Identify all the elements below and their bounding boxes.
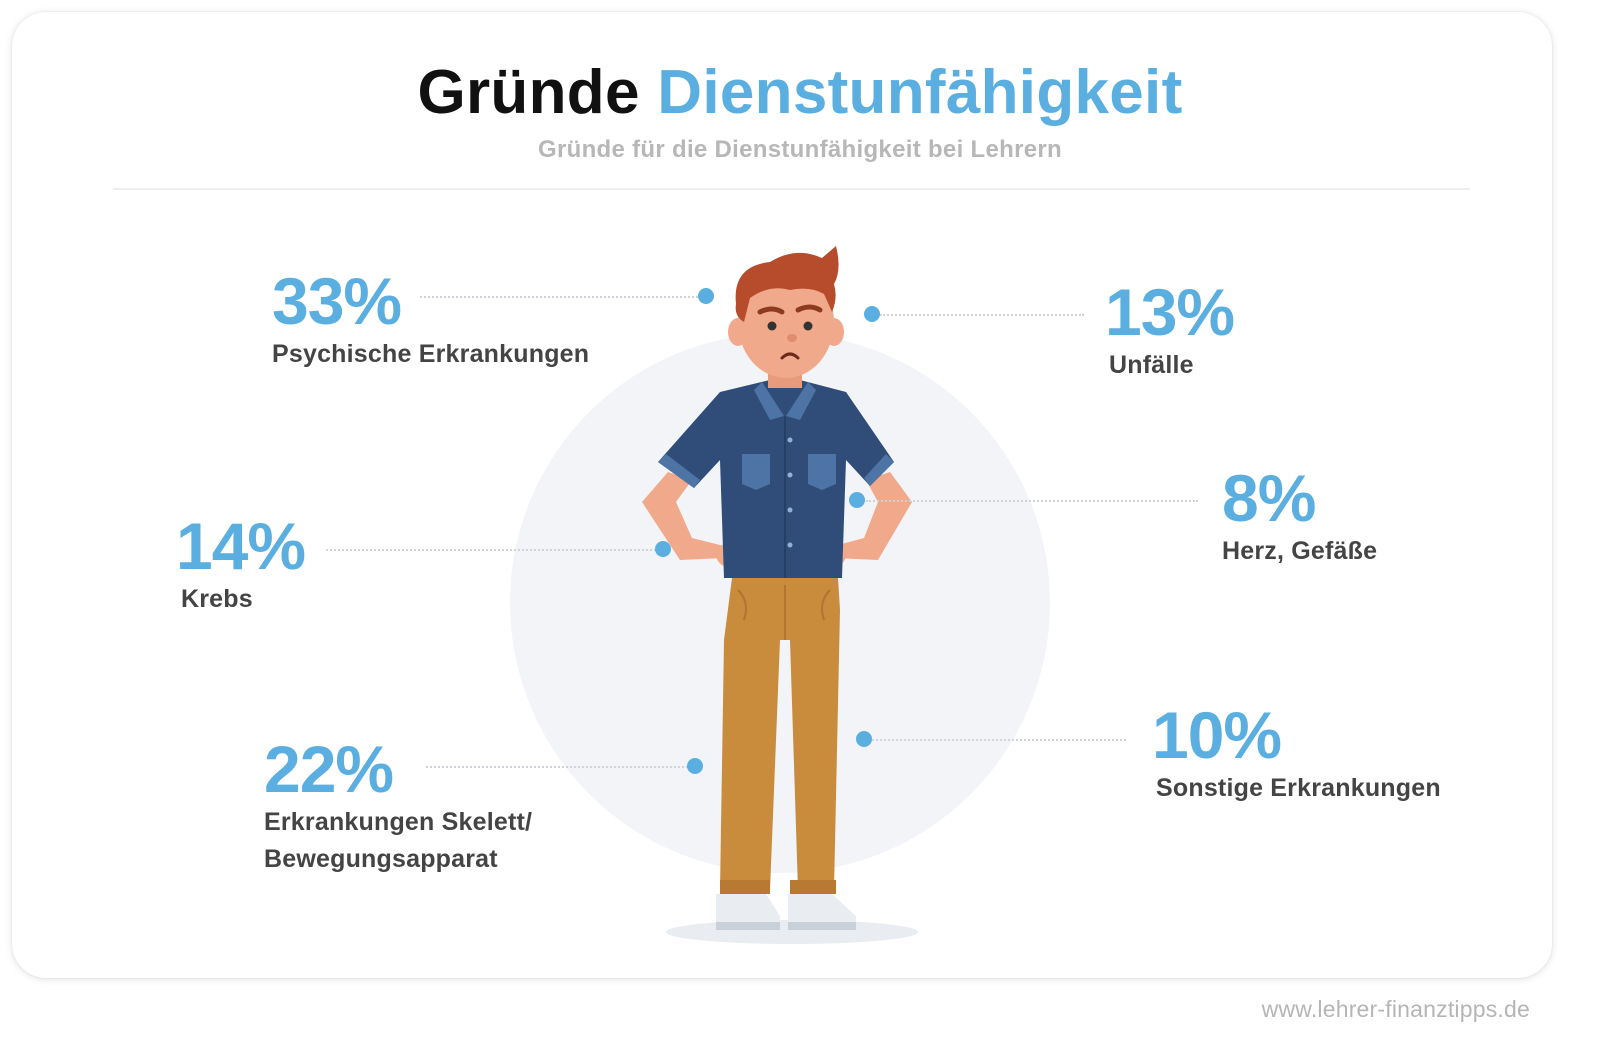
stat-label: Sonstige Erkrankungen xyxy=(1156,774,1441,802)
stat-label: Psychische Erkrankungen xyxy=(272,340,590,368)
leader-line-13 xyxy=(880,314,1084,316)
leader-line-22 xyxy=(426,766,688,768)
marker-dot-22 xyxy=(687,758,703,774)
marker-dot-13 xyxy=(864,306,880,322)
page-subtitle: Gründe für die Dienstunfähigkeit bei Leh… xyxy=(538,136,1062,163)
header-divider xyxy=(113,188,1470,190)
stat-label: Herz, Gefäße xyxy=(1222,537,1378,565)
marker-dot-8 xyxy=(849,492,865,508)
stat-value: 8% xyxy=(1222,461,1316,535)
stat-unfaelle: 13% Unfälle xyxy=(1105,275,1235,384)
leader-line-14 xyxy=(326,549,656,551)
leader-line-33 xyxy=(420,296,698,298)
stat-label: Unfälle xyxy=(1109,351,1194,379)
stat-value: 13% xyxy=(1105,275,1235,349)
stat-sonstige-erkrankungen: 10% Sonstige Erkrankungen xyxy=(1152,700,1441,807)
title-part-blue: Dienstunfähigkeit xyxy=(657,58,1183,127)
stat-value: 10% xyxy=(1152,698,1282,772)
stat-value: 14% xyxy=(176,509,306,583)
stat-value: 33% xyxy=(272,264,402,338)
leader-line-10 xyxy=(872,739,1126,741)
stat-skelett-bewegungsapparat: 22% Erkrankungen Skelett/ Bewegungsappar… xyxy=(264,734,574,878)
stat-value: 22% xyxy=(264,732,394,806)
leader-line-8 xyxy=(866,500,1198,502)
marker-dot-14 xyxy=(655,541,671,557)
stat-label: Krebs xyxy=(181,585,253,613)
page-title: Gründe Dienstunfähigkeit xyxy=(0,56,1600,130)
source-url: www.lehrer-finanztipps.de xyxy=(1261,996,1530,1022)
title-part-black: Gründe xyxy=(417,58,640,127)
marker-dot-10 xyxy=(856,731,872,747)
stat-krebs: 14% Krebs xyxy=(176,509,306,618)
stat-label: Erkrankungen Skelett/ Bewegungsapparat xyxy=(264,808,533,873)
stat-psychische-erkrankungen: 33% Psychische Erkrankungen xyxy=(272,266,589,373)
stat-herz-gefaesse: 8% Herz, Gefäße xyxy=(1222,463,1377,570)
worried-man-illustration xyxy=(642,246,918,944)
marker-dot-33 xyxy=(698,288,714,304)
